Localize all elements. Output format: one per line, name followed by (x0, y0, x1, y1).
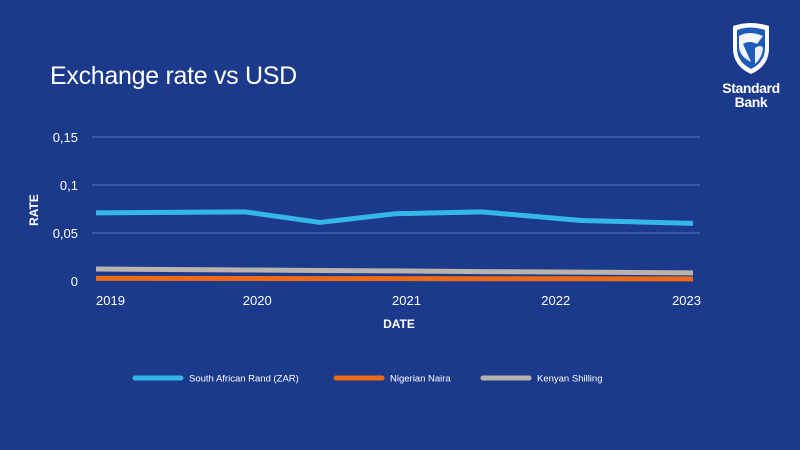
y-tick-label: 0,1 (60, 178, 78, 193)
standard-bank-logo: Standard Bank (718, 22, 784, 109)
x-tick-label: 2021 (392, 293, 421, 308)
x-axis-label: DATE (383, 317, 415, 331)
y-axis-label: RATE (27, 194, 41, 226)
logo-text-line2: Bank (734, 94, 768, 110)
y-tick-label: 0,05 (53, 226, 78, 241)
y-tick-label: 0,15 (53, 130, 78, 145)
logo-text-line1: Standard (722, 80, 780, 96)
y-tick-label: 0 (71, 274, 78, 289)
legend-label: South African Rand (ZAR) (189, 374, 299, 385)
x-tick-label: 2020 (243, 293, 272, 308)
series-line-0 (95, 209, 694, 226)
legend-label: Nigerian Naira (390, 374, 451, 385)
x-tick-label: 2023 (672, 293, 701, 308)
series-line-2 (95, 266, 694, 276)
x-tick-label: 2019 (96, 293, 125, 308)
shield-icon (733, 23, 769, 74)
x-tick-label: 2022 (541, 293, 570, 308)
chart-title: Exchange rate vs USD (50, 62, 297, 90)
legend-label: Kenyan Shilling (537, 374, 603, 385)
